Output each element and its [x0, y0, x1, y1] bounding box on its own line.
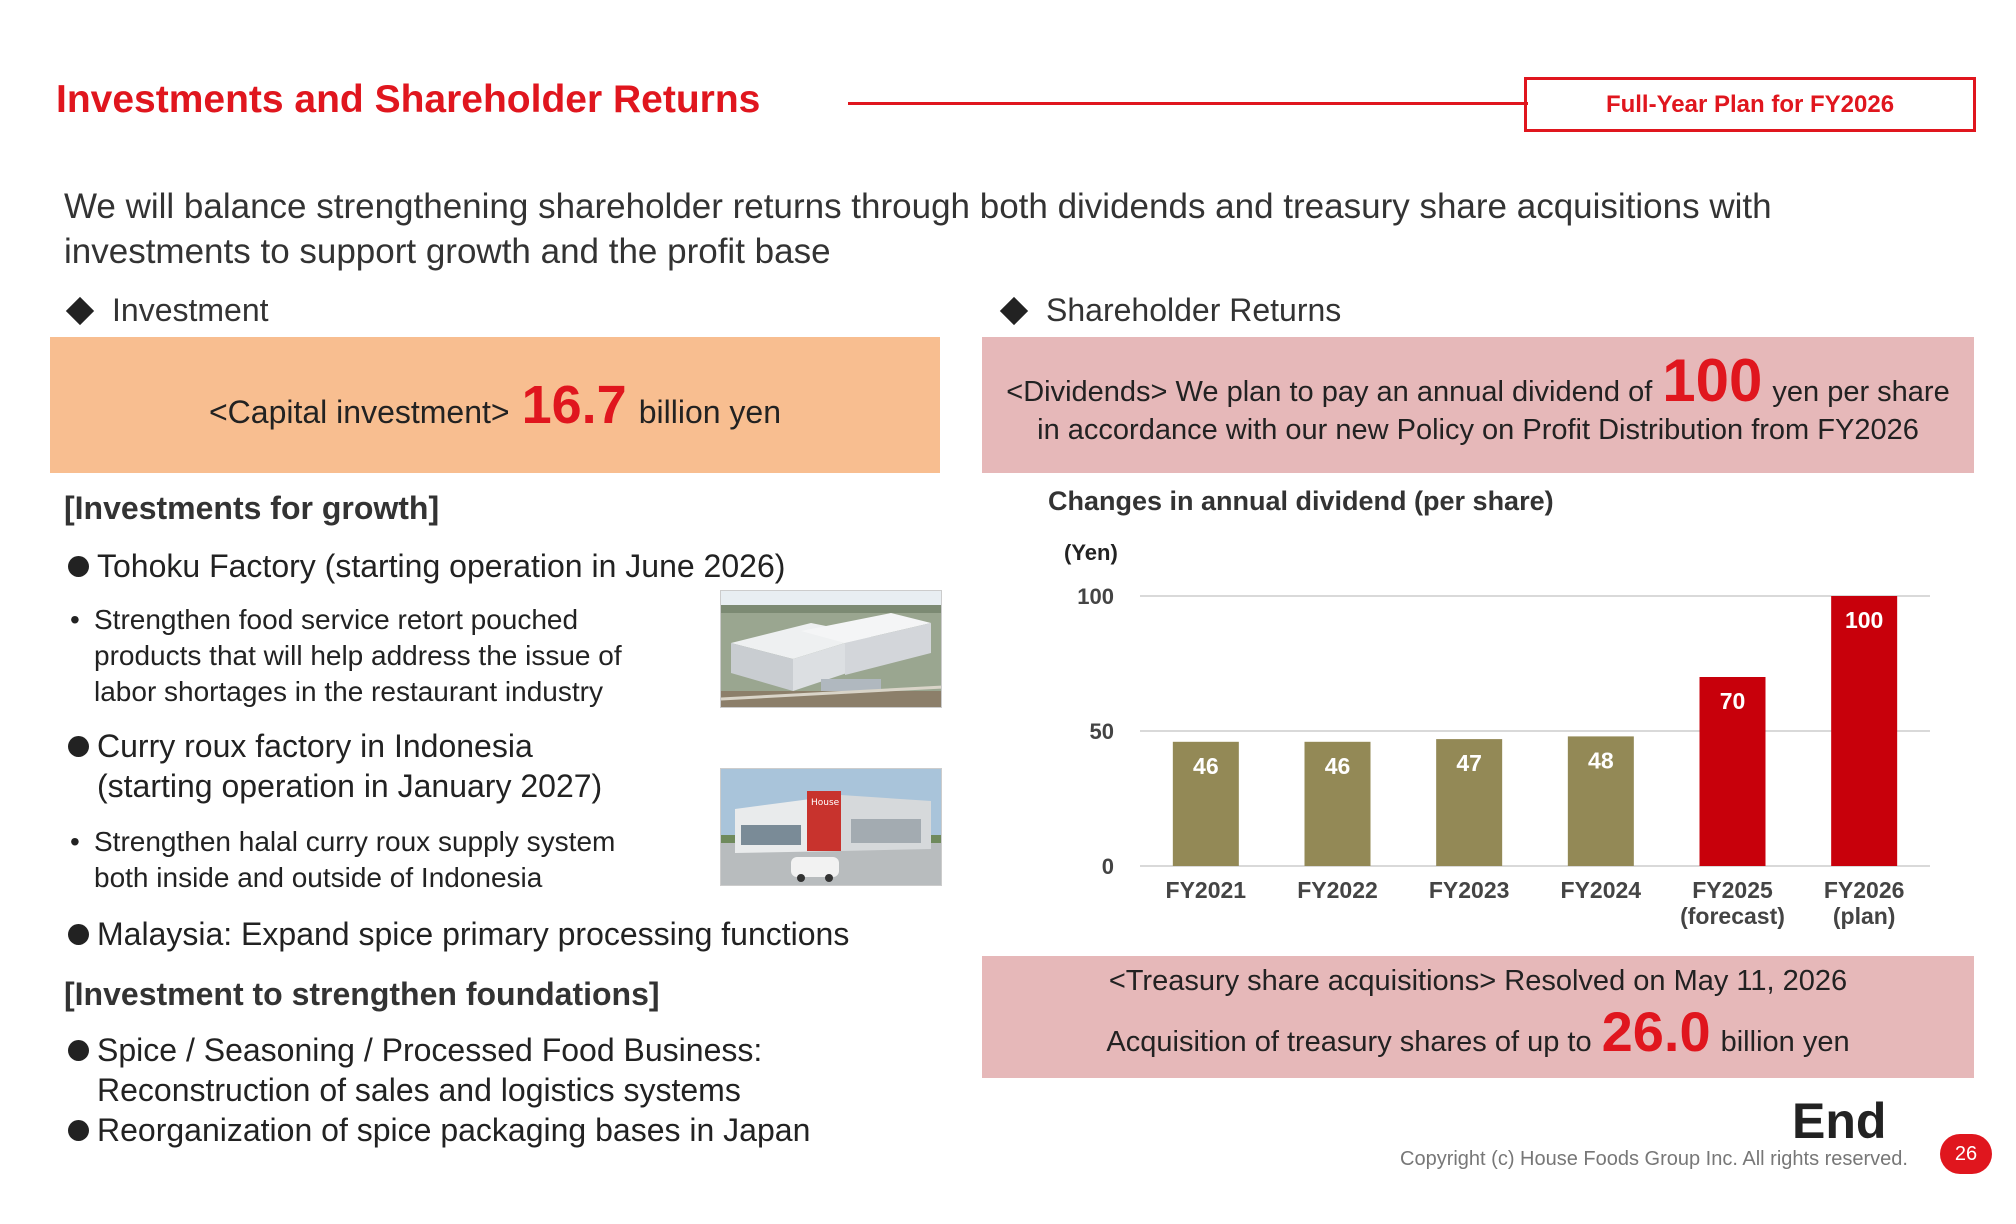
treasury-post: billion yen — [1720, 1026, 1850, 1058]
investment-heading: Investment — [62, 292, 269, 329]
dividend-policy-line: in accordance with our new Policy on Pro… — [1037, 413, 1919, 446]
tohoku-item: Tohoku Factory (starting operation in Ju… — [64, 546, 785, 586]
lead-statement: We will balance strengthening shareholde… — [64, 187, 1772, 271]
dividend-value: 100 — [1662, 346, 1763, 414]
bullet-dot-icon — [68, 1120, 89, 1141]
tohoku-detail-line: products that will help address the issu… — [94, 640, 622, 671]
treasury-line1: <Treasury share acquisitions> Resolved o… — [1108, 965, 1848, 997]
y-axis-label: (Yen) — [1064, 540, 1118, 565]
tohoku-label: Tohoku Factory (starting operation in Ju… — [97, 548, 786, 584]
x-tick-label: FY2025 — [1692, 877, 1773, 903]
capital-investment-box: <Capital investment> 16.7 billion yen — [50, 337, 940, 473]
bar-value-label: 46 — [1325, 753, 1351, 779]
y-tick-label: 100 — [1077, 584, 1114, 609]
indonesia-sign: House — [811, 798, 840, 808]
indonesia-label: (starting operation in January 2027) — [97, 768, 603, 804]
investment-heading-label: Investment — [112, 292, 269, 328]
small-bullet-icon: • — [70, 604, 80, 635]
dividend-pre: <Dividends> We plan to pay an annual div… — [1006, 375, 1653, 408]
bar-value-label: 47 — [1456, 750, 1482, 776]
page-title: Investments and Shareholder Returns — [56, 78, 761, 121]
foundation-item-line: Reconstruction of sales and logistics sy… — [97, 1072, 741, 1108]
small-bullet-icon: • — [70, 826, 80, 857]
plan-badge: Full-Year Plan for FY2026 — [1524, 77, 1976, 132]
x-tick-label: FY2024 — [1561, 877, 1642, 903]
bullet-dot-icon — [68, 1040, 89, 1061]
tohoku-detail-line: labor shortages in the restaurant indust… — [94, 676, 603, 707]
copyright: Copyright (c) House Foods Group Inc. All… — [1400, 1148, 1908, 1170]
malaysia-item: Malaysia: Expand spice primary processin… — [64, 914, 849, 954]
bullet-dot-icon — [68, 556, 89, 577]
indonesia-item: Curry roux factory in Indonesia (startin… — [64, 726, 602, 806]
diamond-bullet-icon — [65, 296, 95, 325]
foundation-item: Reorganization of spice packaging bases … — [64, 1110, 810, 1150]
malaysia-label: Malaysia: Expand spice primary processin… — [97, 916, 850, 952]
x-tick-label: (plan) — [1833, 903, 1896, 929]
bar-value-label: 70 — [1720, 688, 1746, 714]
y-tick-label: 0 — [1102, 854, 1114, 879]
chart-title: Changes in annual dividend (per share) — [1048, 486, 1554, 516]
bar — [1831, 596, 1898, 866]
foundation-heading: [Investment to strengthen foundations] — [64, 976, 660, 1012]
x-tick-label: (forecast) — [1680, 903, 1785, 929]
treasury-pre: Acquisition of treasury shares of up to — [1106, 1026, 1592, 1058]
capital-value: 16.7 — [521, 375, 627, 435]
dividend-chart: (Yen) 0 50 100 46 46 47 48 70 100 FY2021 FY2022 F… — [1064, 540, 1930, 929]
tohoku-detail: • Strengthen food service retort pouched… — [64, 602, 622, 710]
bullet-dot-icon — [68, 736, 89, 757]
dividend-post: yen per share — [1772, 375, 1950, 408]
indonesia-factory-photo: House — [720, 768, 942, 886]
foundation-item-line: Reorganization of spice packaging bases … — [97, 1112, 811, 1148]
foundation-item: Spice / Seasoning / Processed Food Busin… — [64, 1030, 762, 1110]
bar — [1567, 736, 1634, 866]
indonesia-detail-line: Strengthen halal curry roux supply syste… — [94, 826, 616, 857]
capital-unit: billion yen — [638, 394, 782, 430]
indonesia-detail-line: both inside and outside of Indonesia — [94, 862, 543, 893]
bar-value-label: 100 — [1845, 607, 1883, 633]
x-tick-label: FY2026 — [1824, 877, 1905, 903]
returns-heading-label: Shareholder Returns — [1046, 292, 1342, 328]
title-rule — [848, 102, 1528, 105]
capital-label: <Capital investment> — [208, 394, 510, 430]
x-tick-label: FY2021 — [1166, 877, 1247, 903]
returns-heading: Shareholder Returns — [996, 292, 1341, 329]
bullet-dot-icon — [68, 924, 89, 945]
treasury-box: <Treasury share acquisitions> Resolved o… — [982, 956, 1974, 1078]
tohoku-factory-photo — [720, 590, 942, 708]
bar — [1436, 739, 1503, 866]
treasury-value: 26.0 — [1601, 1000, 1711, 1063]
dividend-box: <Dividends> We plan to pay an annual div… — [982, 337, 1974, 473]
bar — [1699, 677, 1766, 866]
y-tick-label: 50 — [1090, 719, 1114, 744]
x-tick-label: FY2022 — [1297, 877, 1378, 903]
bar-value-label: 48 — [1588, 747, 1614, 773]
bar — [1172, 741, 1239, 866]
tohoku-detail-line: Strengthen food service retort pouched — [94, 604, 579, 635]
indonesia-detail: • Strengthen halal curry roux supply sys… — [64, 824, 615, 896]
bar — [1304, 741, 1371, 866]
diamond-bullet-icon — [999, 296, 1029, 325]
page-number: 26 — [1940, 1134, 1992, 1174]
bar-value-label: 46 — [1193, 753, 1219, 779]
indonesia-label: Curry roux factory in Indonesia — [97, 728, 533, 764]
foundation-item-line: Spice / Seasoning / Processed Food Busin… — [97, 1032, 763, 1068]
growth-heading: [Investments for growth] — [64, 490, 440, 526]
x-tick-label: FY2023 — [1429, 877, 1510, 903]
end-label: End — [1792, 1093, 1887, 1149]
